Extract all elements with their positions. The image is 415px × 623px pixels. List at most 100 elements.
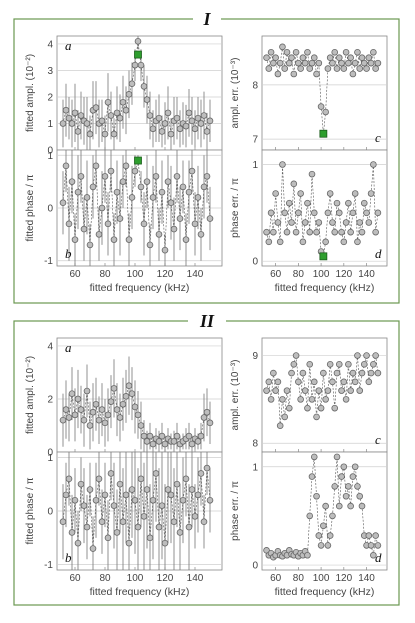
data-point: [113, 529, 121, 536]
data-point: [342, 219, 350, 226]
data-point: [191, 220, 199, 228]
data-point: [62, 491, 70, 499]
x-tick-label: 140: [358, 269, 375, 280]
data-point: [349, 473, 357, 480]
data-point: [274, 219, 282, 226]
data-point: [77, 480, 85, 488]
data-point: [65, 220, 73, 228]
data-point: [71, 411, 79, 419]
data-point: [164, 486, 172, 493]
data-point: [274, 70, 282, 78]
data-point: [304, 551, 311, 559]
data-point: [342, 396, 350, 403]
data-point: [308, 170, 316, 178]
x-tick-label: 140: [358, 573, 375, 584]
data-point: [200, 518, 208, 526]
data-point: [372, 532, 379, 539]
panel-label: c: [375, 130, 381, 145]
y-tick-label: 1: [47, 151, 53, 162]
data-point: [104, 98, 112, 106]
data-point: [351, 463, 359, 471]
data-point: [80, 416, 88, 424]
data-point: [92, 162, 100, 170]
data-point: [59, 120, 67, 127]
x-tick-label: 60: [270, 573, 282, 584]
data-point: [279, 161, 286, 168]
x-tick-label: 120: [335, 573, 352, 584]
data-point: [86, 130, 94, 138]
data-point: [333, 65, 341, 72]
data-point: [188, 167, 196, 175]
data-point: [161, 120, 169, 127]
data-point: [347, 228, 354, 236]
data-point: [140, 220, 148, 228]
data-point: [370, 551, 377, 559]
data-point: [152, 173, 160, 180]
highlight-point: [134, 50, 142, 59]
data-point: [101, 173, 109, 180]
data-point: [263, 228, 270, 236]
data-point: [140, 432, 148, 440]
data-point: [113, 406, 121, 413]
data-point: [306, 65, 314, 72]
data-point: [367, 369, 375, 377]
data-point: [134, 523, 142, 531]
data-point: [335, 54, 343, 62]
data-point: [363, 65, 370, 72]
data-point: [167, 199, 175, 207]
data-point: [270, 59, 277, 67]
data-point: [74, 539, 82, 547]
data-point: [347, 54, 354, 62]
data-point: [203, 408, 211, 416]
data-point: [265, 378, 273, 386]
data-point: [110, 130, 118, 138]
data-point: [329, 378, 336, 386]
y-tick-label: -1: [44, 256, 53, 267]
data-point: [182, 122, 190, 130]
data-point: [297, 396, 304, 403]
series-line: [266, 355, 379, 426]
y-tick-label: 9: [252, 351, 258, 362]
data-point: [68, 390, 76, 397]
data-point: [173, 432, 181, 440]
data-point: [143, 486, 151, 493]
data-point: [89, 183, 97, 191]
y-tick-label: 2: [47, 92, 53, 103]
y-axis-label: phase err. / π: [230, 481, 241, 541]
y-tick-label: 0: [47, 448, 53, 459]
data-point: [304, 48, 311, 56]
data-point: [281, 413, 289, 421]
data-point: [98, 406, 106, 413]
data-point: [170, 225, 178, 233]
data-point: [206, 117, 214, 125]
data-point: [128, 486, 136, 493]
data-point: [333, 369, 341, 377]
data-point: [122, 106, 130, 114]
data-point: [62, 106, 70, 114]
data-point: [322, 238, 329, 246]
data-point: [324, 209, 332, 217]
data-point: [345, 199, 352, 207]
data-point: [110, 236, 118, 243]
data-point: [329, 59, 336, 67]
x-tick-label: 140: [187, 573, 204, 584]
data-point: [329, 512, 336, 520]
data-point: [155, 231, 163, 238]
data-point: [107, 398, 115, 405]
y-axis-label: fitted ampl. (10⁻²): [25, 356, 36, 434]
x-tick-label: 140: [187, 269, 204, 280]
data-point: [285, 59, 293, 67]
data-point: [272, 190, 279, 197]
data-point: [267, 48, 275, 56]
data-point: [313, 228, 320, 236]
data-point: [98, 117, 106, 125]
data-point: [206, 496, 214, 504]
data-point: [146, 432, 154, 440]
data-point: [182, 236, 190, 243]
data-point: [137, 475, 145, 483]
y-axis-label: ampl. err. (10⁻³): [230, 58, 241, 129]
x-tick-label: 100: [127, 573, 144, 584]
y-axis-label: fitted ampl. (10⁻²): [25, 54, 36, 132]
